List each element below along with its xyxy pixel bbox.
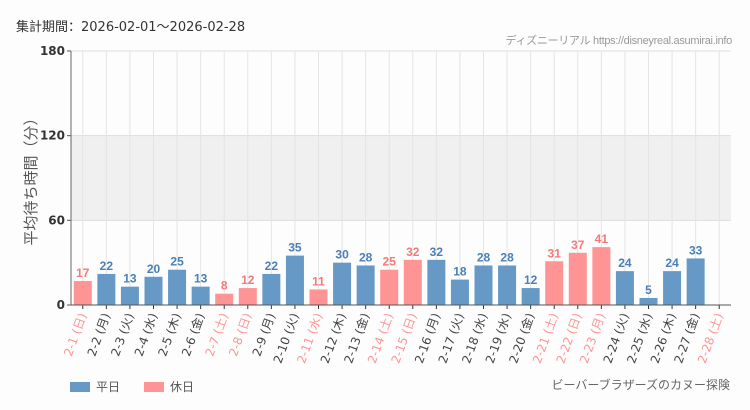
data-label: 12: [524, 273, 538, 287]
data-label: 17: [76, 266, 90, 280]
data-label: 8: [221, 279, 228, 293]
data-label: 37: [571, 238, 585, 252]
y-tick-label: 60: [48, 213, 65, 227]
data-label: 20: [147, 262, 161, 276]
data-label: 33: [689, 243, 703, 257]
bar: [403, 259, 422, 305]
data-label: 41: [595, 232, 609, 246]
data-label: 13: [123, 272, 137, 286]
bar: [285, 255, 304, 305]
bar: [97, 273, 116, 305]
data-label: 11: [312, 274, 325, 288]
legend-swatch-weekday: [70, 381, 90, 392]
data-label: 32: [406, 245, 420, 259]
data-label: 22: [100, 259, 114, 273]
data-label: 25: [170, 255, 184, 269]
bar: [663, 271, 682, 305]
bar: [450, 279, 469, 305]
bar: [686, 258, 705, 305]
bar: [615, 271, 634, 305]
data-label: 5: [645, 283, 652, 297]
bar: [333, 262, 352, 305]
y-tick-label: 180: [40, 44, 65, 58]
data-label: 24: [665, 256, 679, 270]
y-tick-label: 120: [40, 129, 65, 143]
data-label: 12: [241, 273, 255, 287]
bar: [262, 273, 281, 305]
legend: 平日 休日: [70, 378, 218, 395]
bar: [215, 293, 234, 305]
attraction-name: ビーバーブラザーズのカヌー探険: [551, 378, 730, 392]
bar: [191, 286, 210, 305]
legend-label: 平日: [96, 380, 121, 394]
data-label: 30: [335, 248, 349, 262]
legend-label: 休日: [170, 380, 195, 394]
bar: [639, 297, 658, 305]
data-label: 28: [477, 250, 491, 264]
bar: [144, 276, 163, 305]
data-label: 24: [618, 256, 632, 270]
bar: [380, 269, 399, 305]
y-tick-label: 0: [57, 298, 65, 312]
data-label: 32: [430, 245, 444, 259]
shaded-band: [71, 135, 731, 221]
data-label: 25: [383, 255, 397, 269]
bar: [168, 269, 187, 305]
bar: [592, 247, 611, 305]
legend-weekday[interactable]: 平日: [70, 378, 120, 395]
bar: [309, 289, 328, 305]
legend-holiday[interactable]: 休日: [144, 378, 194, 395]
bar: [545, 261, 564, 305]
data-label: 31: [548, 246, 562, 260]
bar: [498, 265, 517, 305]
y-axis-label: 平均待ち時間（分）: [22, 110, 40, 245]
data-label: 35: [288, 241, 302, 255]
bar: [120, 286, 139, 305]
data-label: 28: [500, 250, 514, 264]
bar: [73, 281, 92, 305]
data-label: 13: [194, 272, 208, 286]
data-label: 22: [265, 259, 279, 273]
bar: [474, 265, 493, 305]
bar: [521, 288, 540, 305]
bar: [356, 265, 375, 305]
period-label: 集計期間：2026-02-01～2026-02-28: [16, 20, 246, 35]
bar: [568, 252, 587, 305]
bar: [427, 259, 446, 305]
bar: [238, 288, 257, 305]
legend-swatch-holiday: [144, 381, 165, 392]
data-label: 28: [359, 250, 373, 264]
site-credit: ディズニーリアル https://disneyreal.asumirai.inf…: [505, 35, 733, 47]
data-label: 18: [453, 265, 467, 279]
